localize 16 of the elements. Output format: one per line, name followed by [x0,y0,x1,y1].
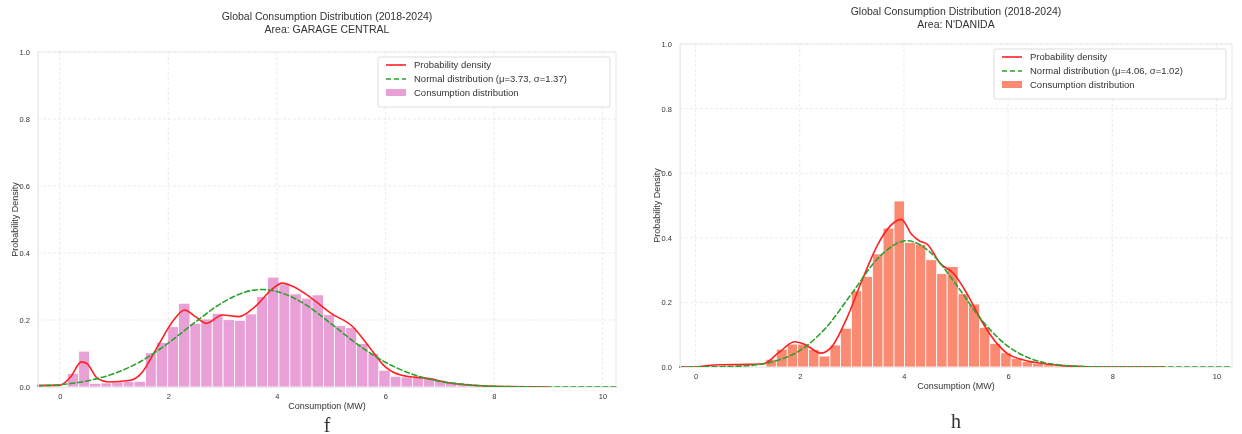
text: f [323,414,331,434]
legend-label: Consumption distribution [414,87,519,98]
legend-label: Normal distribution (μ=3.73, σ=1.37) [414,73,567,84]
chart-subtitle: Area: N'DANIDA [917,18,995,30]
chart-title: Global Consumption Distribution (2018-2024) [850,5,1062,17]
legend-label: Probability density [414,59,492,70]
legend-label: Probability density [1030,51,1108,62]
legend-label: Consumption distribution [1030,79,1135,90]
chart-subtitle: Area: GARAGE CENTRAL [264,23,390,35]
y-axis-title: Probability Density [652,167,662,243]
text: h [951,410,961,432]
y-axis-title: Probability Density [10,181,20,257]
chart-title: Global Consumption Distribution (2018-2024) [221,10,433,22]
x-axis-title: Consumption (MW) [288,401,366,411]
legend-label: Normal distribution (μ=4.06, σ=1.02) [1030,65,1183,76]
x-axis-title: Consumption (MW) [917,381,995,391]
